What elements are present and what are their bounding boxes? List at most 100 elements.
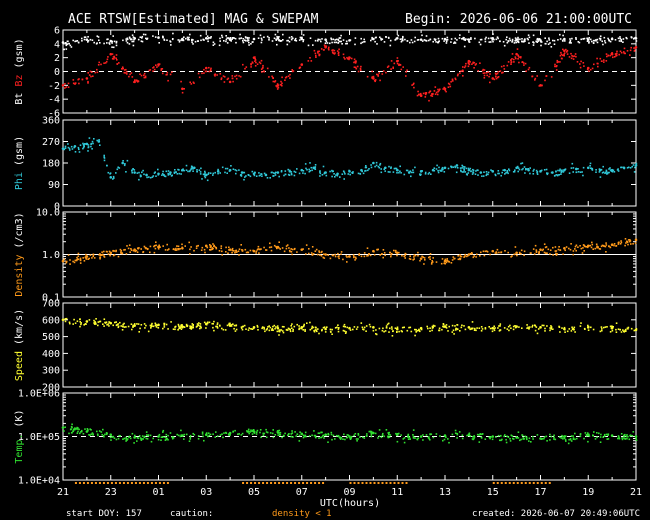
scatter-point-Bz — [259, 62, 262, 65]
data-point-Speed — [204, 322, 208, 326]
data-point-Speed — [61, 318, 65, 322]
scatter-point-Bz — [573, 55, 576, 57]
scatter-point-Bz — [140, 74, 143, 77]
data-point-Bz — [109, 52, 113, 56]
scatter-point-Bz — [464, 65, 467, 67]
scatter-point-Temp — [332, 434, 335, 437]
scatter-point-Temp — [587, 440, 589, 443]
scatter-point-Speed — [609, 325, 612, 328]
scatter-point-Temp — [180, 429, 182, 432]
data-point-Bt — [276, 37, 280, 40]
scatter-point-Bz — [149, 69, 152, 71]
scatter-point-Phi — [560, 173, 562, 175]
scatter-point-Phi — [272, 172, 275, 174]
scatter-point-Speed — [213, 320, 215, 323]
scatter-point-Bz — [511, 58, 513, 60]
scatter-point-Speed — [509, 324, 511, 327]
scatter-point-Speed — [601, 329, 603, 332]
scatter-point-Bz — [256, 63, 259, 65]
scatter-point-Bt — [553, 43, 556, 45]
scatter-point-Bt — [112, 46, 115, 49]
scatter-point-Density — [79, 262, 82, 264]
scatter-point-Speed — [108, 321, 110, 323]
scatter-point-Bz — [313, 49, 316, 52]
scatter-point-Speed — [625, 328, 627, 331]
scatter-point-Speed — [247, 329, 250, 331]
scatter-point-Bz — [562, 48, 564, 51]
scatter-point-Bt — [599, 35, 602, 37]
scatter-point-Bz — [350, 57, 353, 60]
density-caution-note: density < 1 — [272, 509, 332, 519]
scatter-point-Bt — [607, 37, 609, 40]
scatter-point-Speed — [331, 333, 333, 335]
scatter-point-Phi — [400, 172, 402, 174]
scatter-point-Bz — [81, 78, 84, 81]
scatter-point-Density — [557, 248, 560, 251]
scatter-point-Bz — [201, 72, 203, 75]
scatter-point-Temp — [222, 436, 224, 439]
scatter-point-Bt — [286, 39, 288, 42]
scatter-point-Temp — [72, 430, 75, 432]
scatter-point-Bt — [450, 41, 452, 43]
scatter-point-Density — [168, 248, 170, 250]
scatter-point-Temp — [509, 440, 512, 442]
scatter-point-Speed — [167, 328, 169, 330]
scatter-point-Bz — [67, 86, 70, 88]
scatter-point-Phi — [525, 168, 528, 170]
scatter-point-Bz — [220, 77, 223, 79]
scatter-point-Speed — [123, 322, 125, 325]
scatter-point-Bz — [73, 82, 75, 85]
scatter-point-Phi — [632, 164, 635, 166]
scatter-point-Phi — [392, 171, 395, 173]
scatter-point-Speed — [514, 325, 516, 327]
scatter-point-Temp — [304, 431, 307, 434]
scatter-point-Temp — [562, 438, 564, 440]
scatter-point-Speed — [251, 328, 254, 330]
data-point-Phi — [610, 168, 614, 172]
scatter-point-Temp — [588, 435, 591, 437]
scatter-point-Density — [504, 250, 506, 252]
scatter-point-Temp — [227, 433, 230, 435]
scatter-point-Temp — [342, 438, 344, 440]
scatter-point-Phi — [71, 148, 74, 150]
scatter-point-Phi — [304, 163, 307, 165]
scatter-point-Speed — [622, 329, 624, 331]
scatter-point-Phi — [161, 173, 164, 175]
scatter-point-Speed — [296, 323, 298, 326]
scatter-point-Speed — [285, 329, 288, 331]
data-point-Speed — [515, 325, 518, 328]
scatter-point-Bt — [288, 36, 291, 39]
y-axis-label-part: Temp. — [14, 433, 25, 463]
scatter-point-Temp — [136, 437, 139, 439]
scatter-point-Density — [93, 257, 96, 259]
scatter-point-Speed — [98, 320, 101, 323]
scatter-point-Speed — [534, 329, 537, 332]
scatter-point-Density — [220, 247, 222, 250]
scatter-point-Temp — [64, 426, 66, 428]
scatter-point-Phi — [375, 161, 378, 164]
scatter-point-Phi — [518, 168, 521, 171]
scatter-point-Temp — [359, 436, 361, 438]
scatter-point-Density — [153, 251, 156, 254]
scatter-point-Temp — [142, 438, 144, 440]
scatter-point-Bt — [608, 39, 610, 41]
scatter-point-Bt — [278, 36, 280, 38]
scatter-point-Speed — [612, 326, 614, 328]
scatter-point-Phi — [560, 171, 563, 174]
scatter-point-Density — [565, 246, 568, 248]
scatter-point-Bz — [281, 82, 283, 85]
scatter-point-Bt — [432, 40, 434, 43]
scatter-point-Speed — [431, 329, 433, 332]
scatter-point-Bt — [523, 41, 525, 43]
scatter-point-Phi — [558, 174, 560, 176]
scatter-point-Bz — [538, 85, 541, 87]
y-axis-label-mag: Bt Bz (gsm) — [14, 38, 25, 104]
scatter-point-Bt — [325, 40, 328, 43]
scatter-point-Speed — [563, 326, 566, 329]
scatter-point-Speed — [283, 326, 285, 328]
scatter-point-Phi — [302, 172, 304, 174]
data-point-Speed — [300, 326, 304, 329]
scatter-point-Density — [92, 253, 95, 256]
scatter-point-Temp — [91, 432, 94, 434]
scatter-point-Density — [452, 256, 455, 258]
